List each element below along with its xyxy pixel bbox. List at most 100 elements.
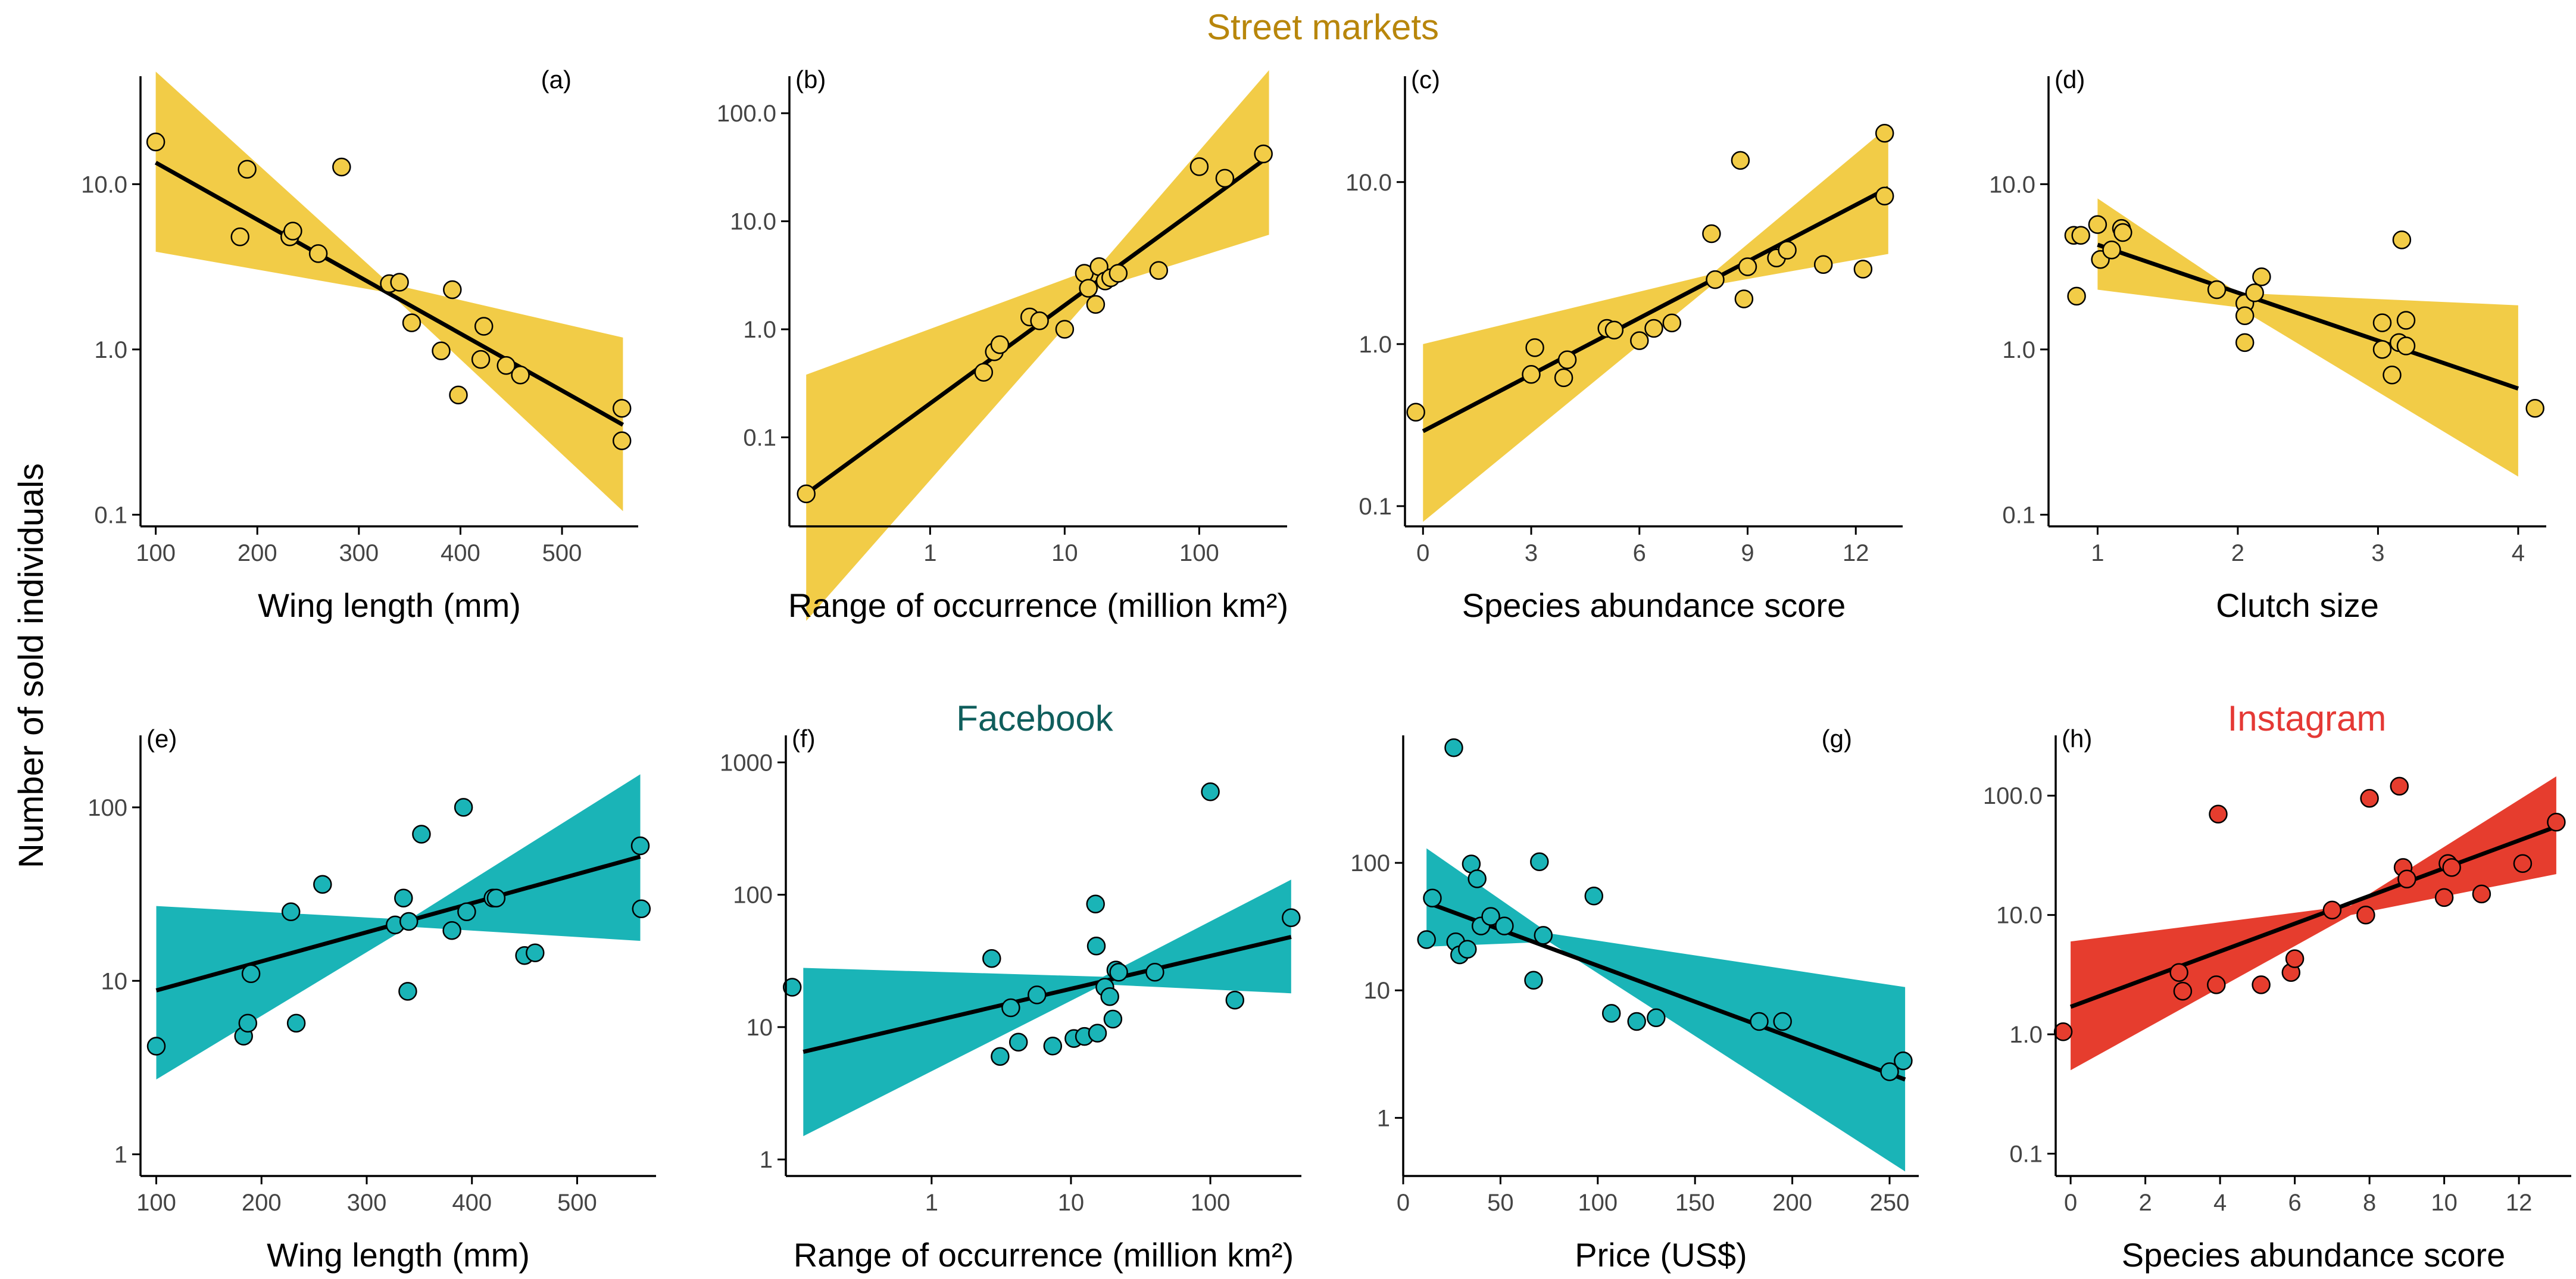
panel-a-point-9 [390,273,409,292]
panel-e-point-14 [454,798,473,817]
panel-c-point-19 [1853,260,1873,279]
panel-b-point-16 [1189,157,1209,176]
panel-f-x-tick-label-2: 10 [1058,1190,1085,1216]
panel-h-x-tick-label-5: 8 [2363,1190,2376,1216]
panel-b-point-1 [797,484,816,504]
panel-b-label: (b) [795,65,826,93]
panel-f-label: (f) [792,725,816,753]
panel-d-x-axis-title: Clutch size [2216,587,2379,624]
panel-c-x-tick-label-5: 12 [1843,540,1869,566]
panel-d-point-16 [2372,340,2392,359]
panel-g-label: (g) [1822,725,1852,753]
panel-g-x-tick-label-2: 50 [1487,1190,1514,1216]
panel-h-x-tick-label-3: 4 [2213,1190,2227,1216]
panel-f-x-tick-label-1: 1 [925,1190,938,1216]
panel-e-x-tick-label-5: 500 [557,1190,597,1216]
panel-h-x-tick-label-6: 10 [2431,1190,2458,1216]
panel-a-y-tick-label-3: 10.0 [81,171,127,198]
panel-h-point-19 [2513,854,2533,873]
panel-a-point-2 [230,227,249,247]
panel-a-point-12 [443,280,462,300]
panel-f-point-11 [1086,936,1106,956]
panel-f-point-7 [1043,1036,1063,1056]
panel-c-point-3 [1525,338,1544,357]
panel-d-point-8 [2113,223,2132,242]
panel-b-point-4 [990,335,1010,354]
panel-b-confidence-band [806,70,1269,621]
panel-c-point-12 [1706,270,1725,289]
panel-d-point-6 [2102,241,2121,260]
panel-d-x-tick-label-3: 3 [2371,540,2384,566]
panel-e-point-1 [146,1037,166,1056]
panel-e-point-17 [486,888,506,907]
panel-g-point-6 [1458,940,1477,959]
panel-c-point-17 [1778,241,1797,260]
panel-b-x-tick-label-2: 10 [1051,540,1078,566]
panel-d-point-19 [2396,336,2416,355]
panel-h-point-1 [2053,1022,2073,1041]
panel-h-point-2 [2169,963,2188,982]
panel-e-point-21 [632,899,651,919]
panel-g-point-22 [1894,1051,1913,1071]
panel-h-x-axis-title: Species abundance score [2122,1236,2505,1274]
panel-e-x-axis-title: Wing length (mm) [267,1236,530,1274]
panel-a-point-3 [238,160,257,179]
panel-c-x-tick-label-2: 3 [1525,540,1538,566]
panel-d-x-tick-label-2: 2 [2231,540,2244,566]
panel-a-x-tick-label-4: 400 [441,540,480,566]
panel-a-point-7 [332,157,351,177]
panel-d-point-14 [2252,267,2271,286]
panel-h-point-4 [2207,975,2226,994]
panel-h-point-5 [2209,804,2228,824]
panel-a-x-axis-title: Wing length (mm) [258,587,521,624]
panel-e-x-tick-label-3: 300 [347,1190,387,1216]
panel-h-point-6 [2252,975,2271,994]
panel-c-point-13 [1731,151,1750,170]
panel-a-label: (a) [541,65,572,93]
panel-h-point-18 [2472,884,2491,904]
panel-d-label: (d) [2054,65,2085,93]
panel-a-x-tick-label-5: 500 [542,540,582,566]
panel-d-y-tick-label-1: 0.1 [2002,502,2035,528]
panel-e-point-19 [526,943,545,962]
panel-h-fit-line [2069,824,2558,1009]
y-axis-shared-label: Number of sold individuals [12,463,51,868]
panel-g-point-17 [1627,1012,1646,1031]
panel-f-y-tick-label-2: 10 [747,1015,773,1041]
facebook-header: Facebook [956,698,1113,738]
panel-g-point-13 [1530,852,1549,872]
panel-f-point-5 [1008,1032,1028,1052]
panel-h-label: (h) [2062,725,2092,753]
panel-d-point-9 [2207,280,2227,300]
panel-c-y-tick-label-3: 10.0 [1345,170,1392,196]
panel-c-point-5 [1557,350,1577,369]
panel-d-fit-line [2097,242,2519,391]
panel-e-point-11 [399,912,419,931]
panel-f-point-3 [991,1047,1010,1066]
panel-c-point-18 [1813,255,1833,274]
panel-b-point-2 [974,363,994,382]
panel-a-point-19 [612,431,632,451]
panel-a-point-16 [497,356,516,375]
panel-d-x-tick-label-1: 1 [2091,540,2104,566]
panel-c-point-21 [1875,186,1894,205]
panel-c-point-20 [1875,124,1894,143]
panel-e-point-9 [394,888,413,907]
panel-h-y-tick-label-3: 10.0 [1996,903,2043,929]
panel-h-point-8 [2285,949,2305,968]
panel-f-fit-line [803,935,1292,1054]
panel-g-y-tick-label-3: 100 [1350,850,1390,876]
panel-b-point-10 [1086,295,1106,314]
panel-g-point-14 [1534,926,1553,945]
panel-b-y-tick-label-2: 1.0 [743,317,776,343]
panel-e-point-4 [241,964,261,983]
panel-c-y-tick-label-1: 0.1 [1359,494,1392,520]
panel-c-point-11 [1702,224,1721,244]
panel-f-point-4 [1001,998,1020,1018]
panel-c-point-10 [1662,313,1682,333]
panel-e-point-7 [313,875,332,894]
panel-e-point-5 [281,902,301,922]
panel-b-point-6 [1030,311,1049,330]
street-markets-header: Street markets [1207,7,1439,47]
panel-d-point-20 [2396,311,2416,330]
